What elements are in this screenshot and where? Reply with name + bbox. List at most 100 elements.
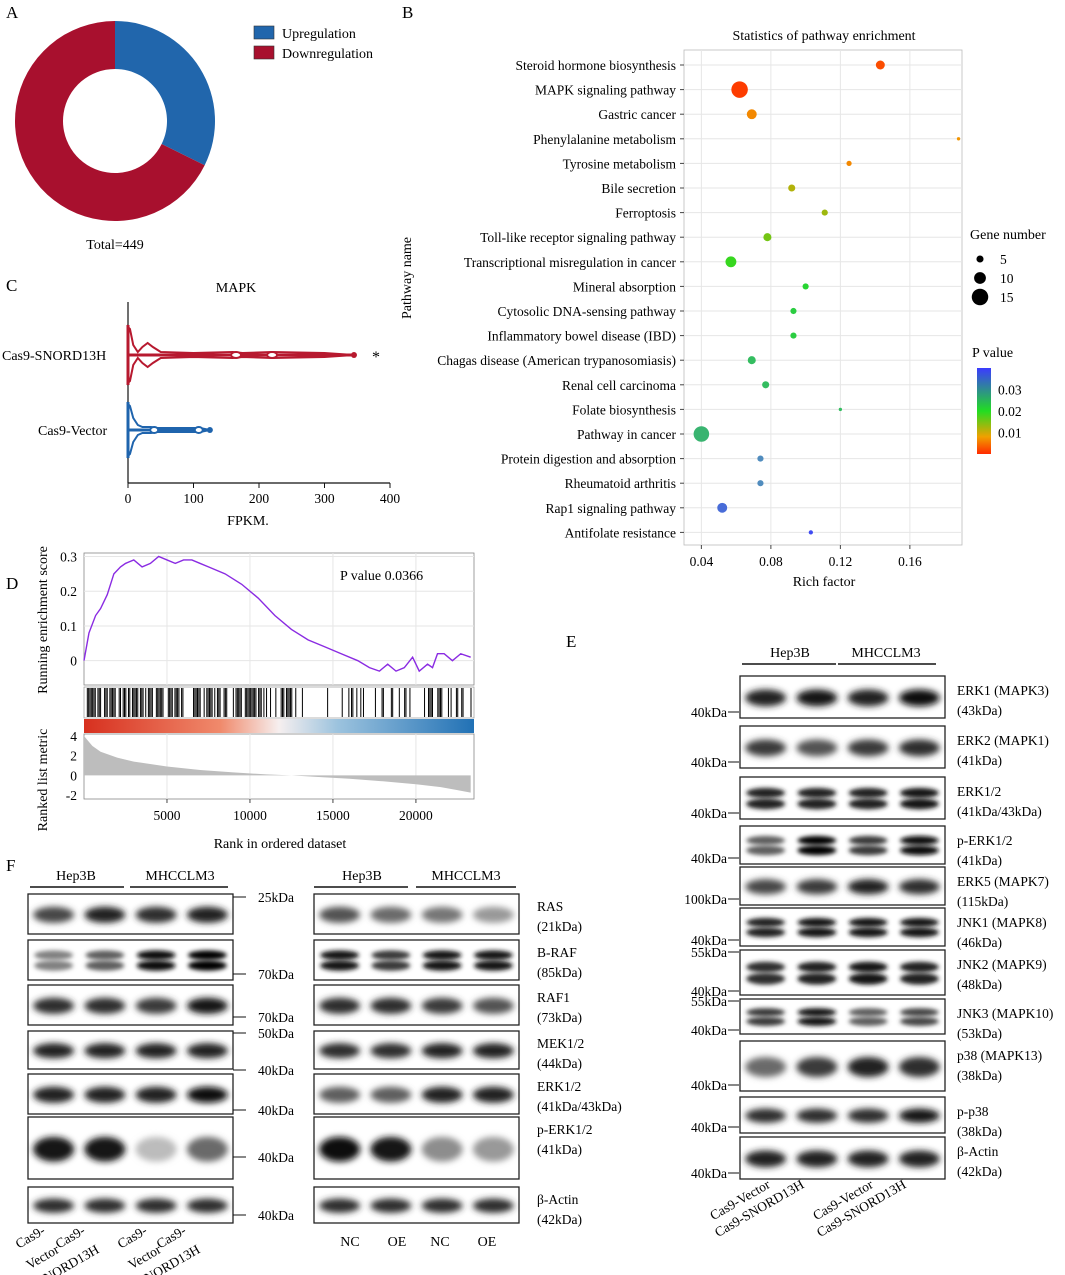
blot-band: [848, 961, 888, 973]
blot-band: [186, 1198, 228, 1213]
enrichment-point: [821, 209, 828, 216]
blot-band: [421, 1043, 463, 1059]
blot-band: [797, 845, 837, 856]
blot-band: [135, 1086, 177, 1103]
blot-band: [848, 798, 888, 810]
enrichment-x-label: Rich factor: [793, 575, 856, 590]
f-right-group-mhcclm3: MHCCLM3: [431, 869, 500, 884]
gsea-metric-tick-label: 2: [70, 749, 77, 764]
e-blot-size: (41kDa): [957, 753, 1002, 768]
f-lane-labels: Cas9-VectorCas9-SNORD13HCas9-VectorCas9-…: [13, 1222, 497, 1275]
blot-band: [319, 997, 361, 1014]
blot-band: [371, 950, 411, 960]
enrichment-point: [846, 160, 852, 167]
blot-band: [797, 1008, 837, 1017]
blot-band: [746, 972, 786, 985]
x-tick-label: 0.08: [759, 554, 783, 569]
enrichment-point: [757, 455, 764, 462]
enrichment-plot-area: [683, 49, 963, 546]
legend-label-upregulation: Upregulation: [282, 27, 356, 42]
blot-band: [319, 1136, 361, 1162]
significance-star: *: [372, 349, 380, 366]
enrichment-point: [731, 81, 748, 98]
blot-band: [847, 1150, 889, 1168]
blot-band: [899, 972, 939, 985]
enrichment-title: Statistics of pathway enrichment: [732, 29, 915, 44]
size-legend: 5 10 15: [971, 252, 1014, 306]
blot-band: [796, 1150, 838, 1168]
enrichment-point: [762, 381, 770, 389]
blot-band: [745, 1057, 787, 1077]
panel-label-b: B: [402, 3, 413, 22]
f-blot-label: RAS: [537, 899, 563, 914]
blot-band: [847, 879, 889, 895]
blot-band: [899, 835, 939, 845]
size-legend-label: 15: [1000, 290, 1014, 305]
blot-band: [745, 1108, 787, 1123]
legend-label-downregulation: Downregulation: [282, 47, 373, 62]
violin-outlier: [266, 351, 279, 359]
enrichment-point: [747, 356, 756, 365]
f-marker-label: 40kDa: [258, 1063, 294, 1078]
violin-title: MAPK: [216, 281, 256, 296]
gsea-rank-colorbar: [84, 719, 474, 733]
blot-band: [84, 1198, 126, 1213]
pathway-label: Phenylalanine metabolism: [533, 132, 676, 147]
blot-band: [135, 1043, 177, 1059]
gsea-es-axis-label: Running enrichment score: [36, 546, 51, 694]
blot-band: [899, 1016, 939, 1026]
pathway-label: Cytosolic DNA-sensing pathway: [498, 304, 677, 319]
pathway-label: Ferroptosis: [615, 206, 676, 221]
blot-band: [847, 1108, 889, 1123]
violin-outline-top: [127, 324, 355, 356]
enrichment-point: [802, 283, 809, 290]
violin-outlier: [230, 351, 243, 359]
blot-band: [746, 927, 786, 938]
f-marker-label: 50kDa: [258, 1026, 294, 1041]
blot-band: [796, 879, 838, 895]
f-marker-label: 25kDa: [258, 890, 294, 905]
gsea-metric-tick-label: 4: [70, 729, 77, 744]
color-legend-label: 0.03: [998, 383, 1022, 398]
enrichment-point: [746, 109, 757, 120]
blot-band: [745, 689, 787, 707]
pathway-label: Inflammatory bowel disease (IBD): [487, 329, 676, 344]
blot-band: [847, 689, 889, 707]
e-blot-size: (38kDa): [957, 1068, 1002, 1083]
e-marker-label: 40kDa: [691, 1078, 727, 1093]
violin-outlier: [193, 426, 204, 434]
e-blot-label: ERK1 (MAPK3): [957, 683, 1049, 698]
pathway-label: Rheumatoid arthritis: [565, 476, 676, 491]
f-left-group-hep3b: Hep3B: [56, 869, 96, 884]
pathway-label: Steroid hormone biosynthesis: [516, 58, 677, 73]
x-tick-label: 0.12: [829, 554, 853, 569]
violin-group-label-snord13h: Cas9-SNORD13H: [2, 349, 106, 364]
blot-band: [84, 1136, 126, 1162]
e-marker-label: 40kDa: [691, 1166, 727, 1181]
blot-band: [746, 1016, 786, 1026]
blot-band: [848, 1008, 888, 1017]
blot-band: [797, 798, 837, 810]
enrichment-point: [693, 426, 710, 442]
x-tick-label: 300: [314, 491, 335, 506]
blot-band: [746, 835, 786, 845]
gsea-es-tick-label: 0.1: [60, 619, 77, 634]
blot-band: [746, 961, 786, 973]
e-blot-size: (115kDa): [957, 894, 1008, 909]
e-marker-label: 40kDa: [691, 705, 727, 720]
pathway-label: Antifolate resistance: [565, 525, 676, 540]
e-blot-label: JNK2 (MAPK9): [957, 957, 1047, 972]
blot-band: [746, 845, 786, 856]
blot-band: [421, 997, 463, 1014]
blot-band: [797, 835, 837, 845]
enrichment-point: [763, 233, 772, 242]
blot-band: [186, 997, 228, 1014]
size-legend-dot: [974, 272, 986, 284]
blot-band: [473, 950, 513, 960]
f-blot-label: RAF1: [537, 990, 570, 1005]
blot-band: [33, 1086, 75, 1103]
blot-band: [898, 1057, 940, 1077]
blot-band: [34, 950, 74, 960]
